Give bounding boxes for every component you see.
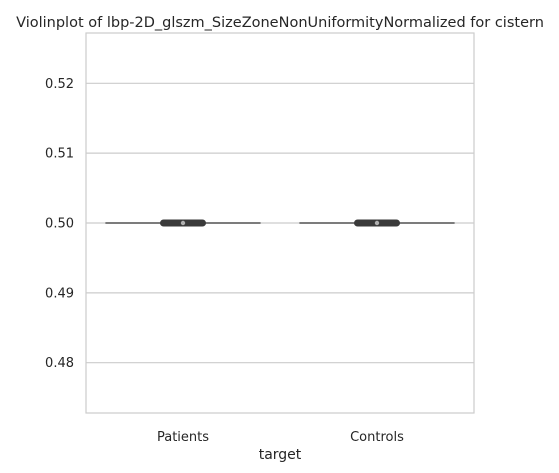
median-marker — [180, 220, 186, 226]
x-tick-label: Patients — [157, 430, 209, 445]
y-tick-label: 0.50 — [45, 217, 74, 232]
chart-title: Violinplot of lbp-2D_glszm_SizeZoneNonUn… — [16, 15, 544, 31]
y-tick-label: 0.51 — [45, 147, 74, 162]
y-tick-label: 0.49 — [45, 286, 74, 301]
violins — [105, 219, 455, 227]
x-tick-label: Controls — [350, 430, 404, 445]
y-tick-label: 0.48 — [45, 356, 74, 371]
median-marker — [374, 220, 380, 226]
x-axis-label: target — [259, 447, 302, 463]
y-tick-label: 0.52 — [45, 77, 74, 92]
x-tick-labels: Patients Controls — [157, 430, 404, 445]
y-tick-labels: 0.48 0.49 0.50 0.51 0.52 — [45, 77, 74, 371]
plot-frame — [85, 32, 475, 414]
